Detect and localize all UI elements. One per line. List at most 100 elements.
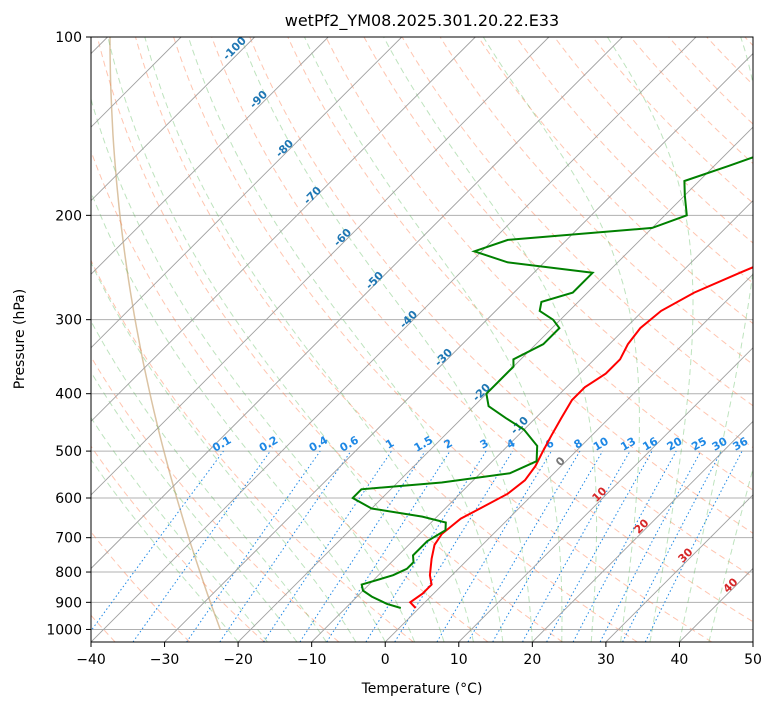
dry-adiabat-line [287,37,753,534]
dry-adiabat-line [249,37,753,578]
dry-adiabat-label: -70 [301,184,324,207]
dry-adiabats [91,37,753,642]
dry-adiabat-line [96,37,563,642]
x-axis-label: Temperature (°C) [361,681,483,697]
dry-adiabat-label: -50 [363,269,386,292]
y-tick-label: 900 [55,595,82,611]
dry-adiabat-label: 10 [590,484,610,504]
isotherms [91,37,753,642]
saturation-curve [109,37,222,631]
dry-adiabat-line [91,149,489,642]
mixing-ratio-line [394,450,514,642]
dry-adiabat-label: 40 [721,575,741,595]
y-tick-label: 1000 [46,622,82,638]
y-axis-label: Pressure (hPa) [12,289,28,389]
isotherm-line [532,420,753,642]
moist-adiabat-line [678,37,753,642]
mixing-ratio-line [132,450,271,642]
isotherm-line [91,37,476,422]
moist-adiabat-line [91,320,327,642]
temperature-profile-line [408,266,753,609]
mixing-ratio-label: 2 [442,437,455,452]
dry-adiabat-line [173,37,713,642]
x-tick-label: 20 [523,652,541,668]
isotherm-line [752,641,753,642]
dry-adiabat-line [744,37,753,47]
x-axis-ticks: −40 −30 −20 −10 0 10 20 30 40 50 [76,642,762,668]
x-tick-label: −10 [297,652,327,668]
dry-adiabat-line [401,37,753,407]
y-tick-label: 600 [55,491,82,507]
mixing-ratio-line [546,450,653,642]
mixing-ratio-line [644,450,743,642]
profiles [351,156,753,609]
plot-grid [91,37,753,630]
dry-adiabat-line [91,355,340,642]
isotherm-line [91,37,623,570]
dry-adiabat-label: -60 [331,226,354,249]
dry-adiabat-label: -80 [273,137,296,160]
dry-adiabat-label: -40 [397,308,420,331]
y-tick-label: 400 [55,387,82,403]
chart-title: wetPf2_YM08.2025.301.20.22.E33 [285,11,559,31]
moist-adiabat-line [91,371,298,642]
x-tick-label: −30 [150,652,180,668]
isotherm-line [91,37,403,349]
mixing-ratio-lines [91,450,743,642]
mixing-ratio-line [522,450,631,642]
dewpoint-profile-line [351,156,753,609]
moist-adiabats [91,37,753,642]
moist-adiabat-line [91,97,416,642]
ellipse-curve [109,37,222,631]
moist-adiabat-line [144,37,474,642]
mixing-ratio-line [326,450,451,642]
moist-adiabat-line [91,190,386,642]
dry-adiabat-label: 30 [676,545,696,565]
overlay-labels: 0.1 0.2 0.4 0.6 1 1.5 2 3 4 6 8 10 13 16 20 25 30 36-100-… [210,34,750,596]
mixing-ratio-line [299,450,426,642]
moist-adiabat-line [304,37,563,642]
isotherm-line [91,37,697,642]
y-axis-ticks: 1000 900 800 700 600 500 400 300 200 100 [46,30,91,638]
dry-adiabat-label: -90 [247,88,270,111]
y-tick-label: 300 [55,313,82,329]
dry-adiabat-line [515,37,753,284]
mixing-ratio-line [91,450,224,632]
mixing-ratio-label: 4 [504,436,517,451]
dry-adiabat-line [211,37,753,623]
isotherm-line [311,200,753,642]
moist-adiabat-line [240,37,533,642]
dry-adiabat-line [554,37,753,244]
dry-adiabat-line [592,37,753,204]
isotherm-line [91,37,329,275]
dry-adiabat-line [325,37,753,491]
dry-adiabat-line [706,37,753,86]
y-tick-label: 500 [55,444,82,460]
moist-adiabat-line [708,466,753,642]
x-tick-label: 0 [381,652,390,668]
x-tick-label: 30 [597,652,615,668]
moist-adiabat-line [383,37,598,642]
moist-adiabat-line [187,37,504,642]
isotherm-line [91,37,550,496]
x-tick-label: 10 [450,652,468,668]
y-tick-label: 800 [55,565,82,581]
isotherm-line [605,494,753,642]
moist-adiabat-line [107,37,445,642]
y-tick-label: 200 [55,208,82,224]
dry-adiabat-line [477,37,753,325]
dry-adiabat-line [91,445,265,642]
moist-adiabat-line [606,37,694,642]
dry-adiabat-line [91,259,414,642]
isotherm-line [458,347,753,642]
isotherm-line [384,273,753,642]
dry-adiabat-line [91,531,191,642]
mixing-ratio-line [572,450,677,642]
moist-adiabat-line [91,416,268,642]
dry-adiabat-label: -20 [470,381,493,404]
y-tick-label: 700 [55,531,82,547]
mixing-ratio-line [263,450,392,642]
isotherm-line [164,52,753,642]
x-tick-label: 40 [671,652,689,668]
isotherm-line [91,37,255,202]
